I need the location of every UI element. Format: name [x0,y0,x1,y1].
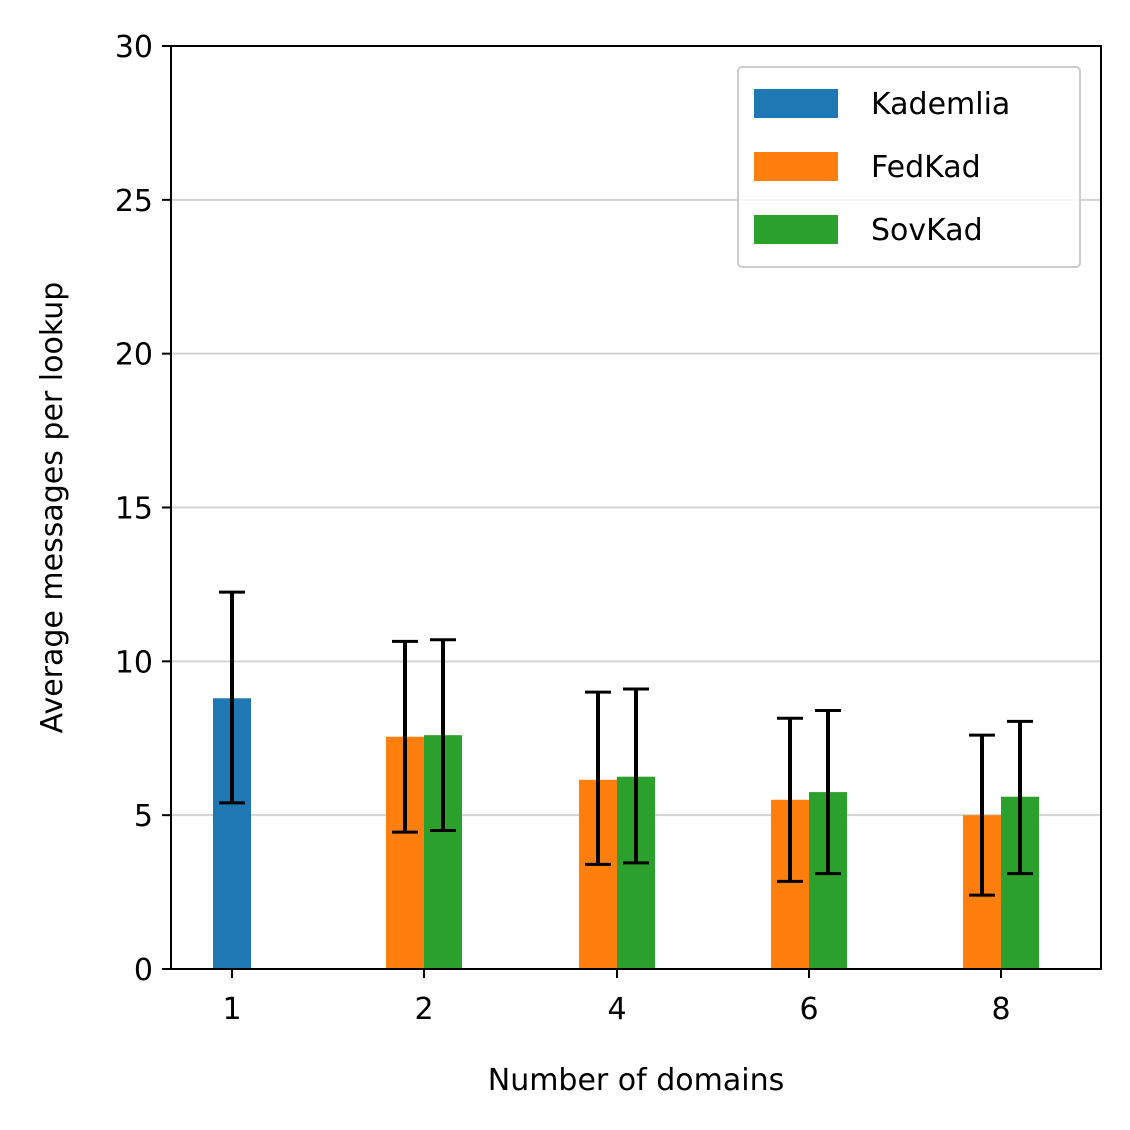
legend-label-sovkad: SovKad [871,213,983,248]
y-tick-label: 15 [115,492,153,527]
legend-swatch-kademlia [754,89,838,118]
legend-label-fedkad: FedKad [871,150,981,185]
y-axis-label: Average messages per lookup [35,282,70,734]
y-tick-label: 5 [134,799,153,834]
y-axis-ticks: 0 5 10 15 20 25 30 [115,30,171,988]
y-tick-label: 25 [115,184,153,219]
x-tick-label: 2 [414,992,433,1027]
x-tick-label: 1 [222,992,241,1027]
y-tick-label: 10 [115,645,153,680]
x-tick-label: 6 [799,992,818,1027]
error-bars [219,590,1033,897]
grid-lines [171,198,1101,817]
x-axis-label: Number of domains [488,1063,784,1098]
legend-label-kademlia: Kademlia [871,87,1010,122]
x-tick-label: 4 [607,992,626,1027]
legend: Kademlia FedKad SovKad [737,66,1081,268]
y-tick-label: 30 [115,30,153,65]
x-tick-label: 8 [991,992,1010,1027]
legend-swatch-fedkad [754,152,838,181]
y-tick-label: 0 [134,953,153,988]
y-tick-label: 20 [115,338,153,373]
bars [213,698,1039,969]
x-axis-ticks: 1 2 4 6 8 [222,969,1011,1027]
legend-swatch-sovkad [754,215,838,244]
